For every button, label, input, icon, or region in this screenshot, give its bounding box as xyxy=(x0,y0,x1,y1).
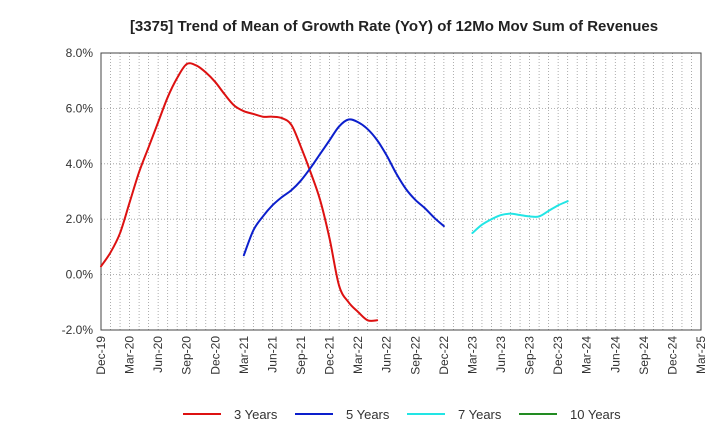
x-tick-label: Mar-23 xyxy=(465,336,479,374)
y-tick-label: 4.0% xyxy=(66,157,94,171)
x-tick-label: Sep-24 xyxy=(637,336,651,375)
x-tick-label: Sep-21 xyxy=(294,336,308,375)
y-tick-label: -2.0% xyxy=(62,323,94,337)
series-lines xyxy=(100,62,569,322)
legend: 3 Years 5 Years 7 Years 10 Years xyxy=(183,407,621,422)
plot-area xyxy=(101,53,701,330)
x-tick-label: Jun-23 xyxy=(494,336,508,373)
x-tick-label: Dec-24 xyxy=(665,336,679,375)
plot-border xyxy=(100,52,702,331)
y-tick-label: 8.0% xyxy=(66,46,94,60)
x-tick-label: Jun-24 xyxy=(608,336,622,373)
x-tick-label: Dec-21 xyxy=(323,336,337,375)
y-tick-label: 0.0% xyxy=(66,268,94,282)
x-tick-label: Jun-21 xyxy=(265,336,279,373)
y-tick-label: 6.0% xyxy=(66,101,94,115)
legend-label-5-years: 5 Years xyxy=(346,407,390,422)
x-tick-label: Jun-20 xyxy=(151,336,165,373)
x-tick-label: Mar-25 xyxy=(694,336,708,374)
y-tick-label: 2.0% xyxy=(66,212,94,226)
legend-label-7-years: 7 Years xyxy=(458,407,502,422)
y-axis-ticks: -2.0% 0.0% 2.0% 4.0% 6.0% 8.0% xyxy=(62,46,94,337)
x-tick-label: Dec-22 xyxy=(437,336,451,375)
x-tick-label: Sep-22 xyxy=(408,336,422,375)
vertical-gridlines xyxy=(110,53,692,330)
series-line-5-years xyxy=(242,118,445,257)
x-tick-label: Dec-19 xyxy=(94,336,108,375)
x-tick-label: Mar-24 xyxy=(580,336,594,374)
x-tick-label: Dec-20 xyxy=(208,336,222,375)
x-tick-label: Sep-23 xyxy=(523,336,537,375)
x-tick-label: Mar-21 xyxy=(237,336,251,374)
x-axis-ticks: Dec-19 Mar-20 Jun-20 Sep-20 Dec-20 Mar-21 Jun-… xyxy=(94,336,708,375)
x-tick-label: Mar-22 xyxy=(351,336,365,374)
x-tick-label: Dec-23 xyxy=(551,336,565,375)
legend-label-10-years: 10 Years xyxy=(570,407,621,422)
x-tick-label: Sep-20 xyxy=(180,336,194,375)
legend-label-3-years: 3 Years xyxy=(234,407,278,422)
x-tick-label: Jun-22 xyxy=(380,336,394,373)
series-line-3-years xyxy=(100,62,379,322)
x-tick-label: Mar-20 xyxy=(123,336,137,374)
series-line-7-years xyxy=(471,200,569,235)
chart-title: [3375] Trend of Mean of Growth Rate (YoY… xyxy=(130,18,658,35)
